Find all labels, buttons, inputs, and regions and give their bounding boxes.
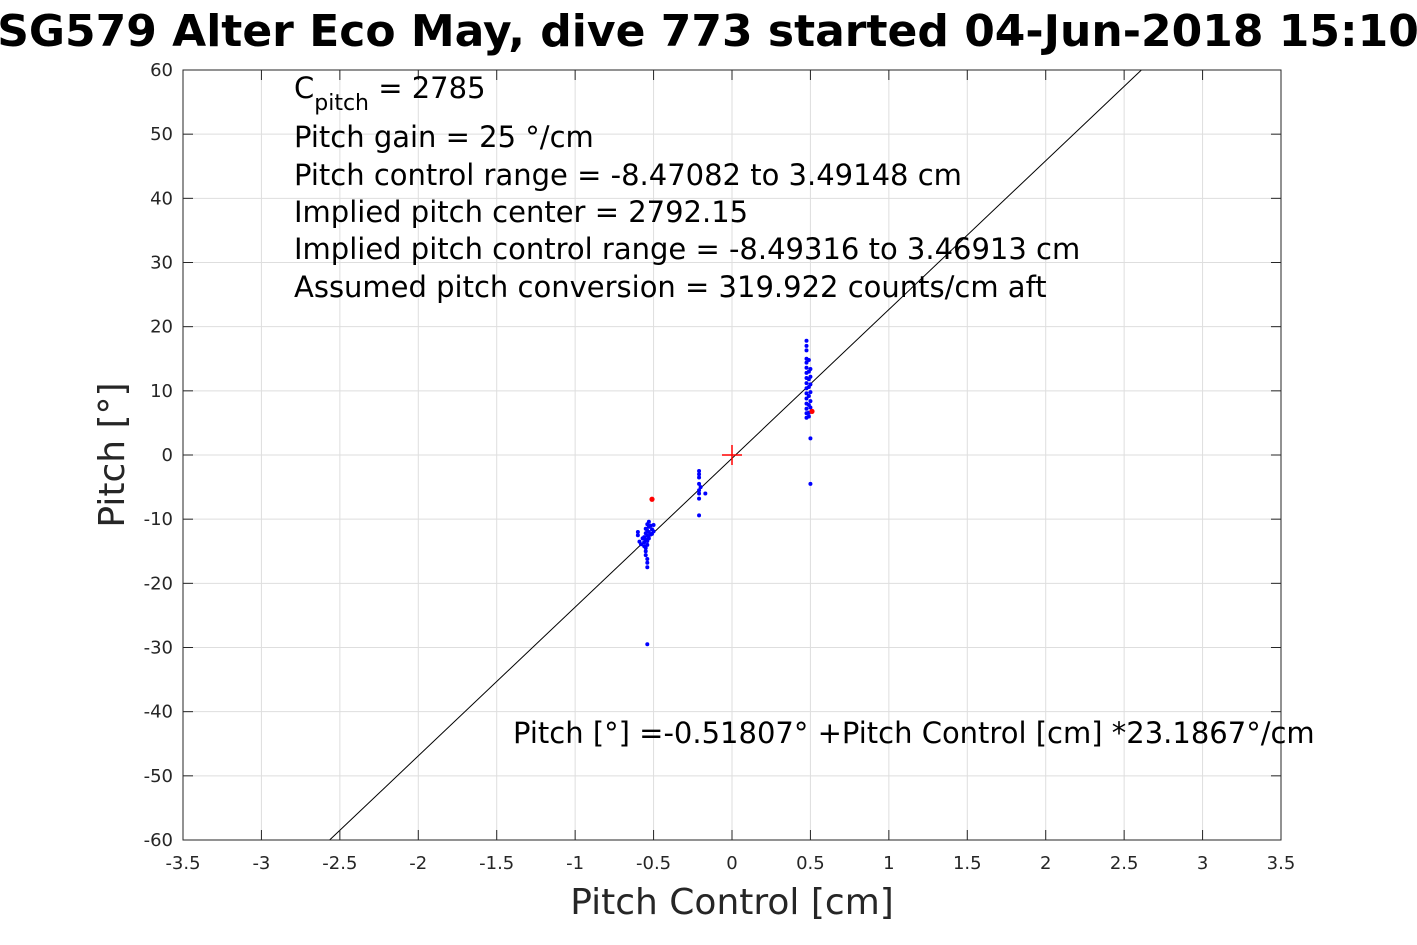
y-tick-label: -50 <box>144 766 173 787</box>
y-tick-label: 30 <box>150 253 173 274</box>
y-tick-label: 40 <box>150 188 173 209</box>
annotation-line-pitch-center: Implied pitch center = 2792.15 <box>294 195 748 229</box>
x-tick-label: -1 <box>566 853 584 874</box>
blue-data-point <box>651 529 656 534</box>
y-axis-label: Pitch [°] <box>92 382 133 527</box>
annotation-line-conversion: Assumed pitch conversion = 319.922 count… <box>294 270 1047 304</box>
c-pitch-value: = 2785 <box>369 71 486 105</box>
fit-equation: Pitch [°] =-0.51807° +Pitch Control [cm]… <box>513 716 1315 750</box>
blue-data-point <box>697 469 702 474</box>
blue-data-point <box>697 475 702 480</box>
x-tick-label: -0.5 <box>636 853 671 874</box>
blue-data-point <box>703 491 708 496</box>
red-data-point <box>809 408 815 414</box>
x-axis-label: Pitch Control [cm] <box>570 882 894 923</box>
blue-data-point <box>643 549 648 554</box>
data-points <box>635 338 815 647</box>
blue-data-point <box>804 365 809 370</box>
blue-data-point <box>697 481 702 486</box>
blue-data-point <box>646 536 651 541</box>
blue-data-point <box>643 553 648 558</box>
blue-data-point <box>697 472 702 477</box>
blue-data-point <box>806 358 811 363</box>
x-tick-label: 2.5 <box>1110 853 1139 874</box>
blue-data-point <box>806 414 811 419</box>
blue-data-point <box>635 530 640 534</box>
c-pitch-annotation: Cpitch = 2785 <box>294 71 486 116</box>
y-tick-label: 60 <box>150 60 173 81</box>
blue-data-point <box>646 519 651 524</box>
blue-data-point <box>645 556 650 561</box>
blue-data-point <box>808 436 813 441</box>
blue-data-point <box>804 360 809 365</box>
annotation-line-control-range: Pitch control range = -8.47082 to 3.4914… <box>294 158 962 192</box>
blue-data-point <box>804 338 809 343</box>
blue-data-point <box>804 343 809 348</box>
y-tick-label: 20 <box>150 317 173 338</box>
blue-data-point <box>651 522 656 527</box>
x-tick-label: 0 <box>726 853 737 874</box>
c-pitch-subscript: pitch <box>314 91 369 116</box>
blue-data-point <box>648 523 653 528</box>
x-tick-label: -3 <box>252 853 270 874</box>
y-tick-label: -40 <box>144 702 173 723</box>
x-tick-label: 1 <box>883 853 894 874</box>
blue-data-point <box>804 391 809 396</box>
blue-data-point <box>697 513 702 518</box>
x-tick-label: -2.5 <box>322 853 357 874</box>
blue-data-point <box>645 542 650 547</box>
y-axis-ticks: -60 -50 -40 -30 -20 -10 0 10 20 30 40 50 60 <box>144 60 1281 851</box>
y-tick-label: -10 <box>144 509 173 530</box>
blue-data-point <box>804 406 809 411</box>
y-tick-label: -60 <box>144 830 173 851</box>
chart-title: SG579 Alter Eco May, dive 773 started 04… <box>0 6 1417 57</box>
blue-data-point <box>639 542 644 547</box>
x-tick-label: 2 <box>1040 853 1051 874</box>
x-tick-label: -1.5 <box>479 853 514 874</box>
x-tick-label: 3.5 <box>1267 853 1296 874</box>
annotation-line-implied-range: Implied pitch control range = -8.49316 t… <box>294 232 1080 266</box>
x-tick-label: 3 <box>1197 853 1208 874</box>
blue-data-point <box>804 381 809 386</box>
blue-data-point <box>645 565 650 570</box>
y-tick-label: -20 <box>144 573 173 594</box>
x-tick-label: 0.5 <box>796 853 825 874</box>
blue-data-point <box>808 374 813 379</box>
y-tick-label: 0 <box>162 445 173 466</box>
blue-data-point <box>697 488 702 493</box>
blue-data-point <box>804 396 809 401</box>
blue-data-point <box>697 491 702 496</box>
blue-data-point <box>804 348 809 353</box>
blue-data-point <box>806 393 811 398</box>
blue-data-point <box>808 367 813 372</box>
blue-data-point <box>635 533 640 538</box>
blue-data-point <box>698 485 703 490</box>
x-tick-label: -3.5 <box>165 853 200 874</box>
blue-data-point <box>808 382 813 387</box>
x-tick-label: -2 <box>409 853 427 874</box>
blue-data-point <box>808 390 813 395</box>
blue-data-point <box>697 496 702 501</box>
annotation-line-pitch-gain: Pitch gain = 25 °/cm <box>294 120 594 154</box>
blue-data-point <box>808 399 813 404</box>
blue-data-point <box>643 546 648 551</box>
center-marker-group <box>722 445 742 465</box>
c-pitch-symbol: C <box>294 71 314 105</box>
blue-data-point <box>808 481 813 486</box>
x-axis-ticks: -3.5 -3 -2.5 -2 -1.5 -1 -0.5 0 0.5 1 1.5 2 2.5 3 3.5 <box>165 70 1295 874</box>
blue-data-point <box>808 405 813 410</box>
y-tick-label: -30 <box>144 638 173 659</box>
x-tick-label: 1.5 <box>953 853 982 874</box>
y-tick-label: 50 <box>150 124 173 145</box>
blue-data-point <box>645 560 650 565</box>
y-tick-label: 10 <box>150 381 173 402</box>
red-data-point <box>649 496 655 502</box>
blue-data-point <box>645 642 650 647</box>
